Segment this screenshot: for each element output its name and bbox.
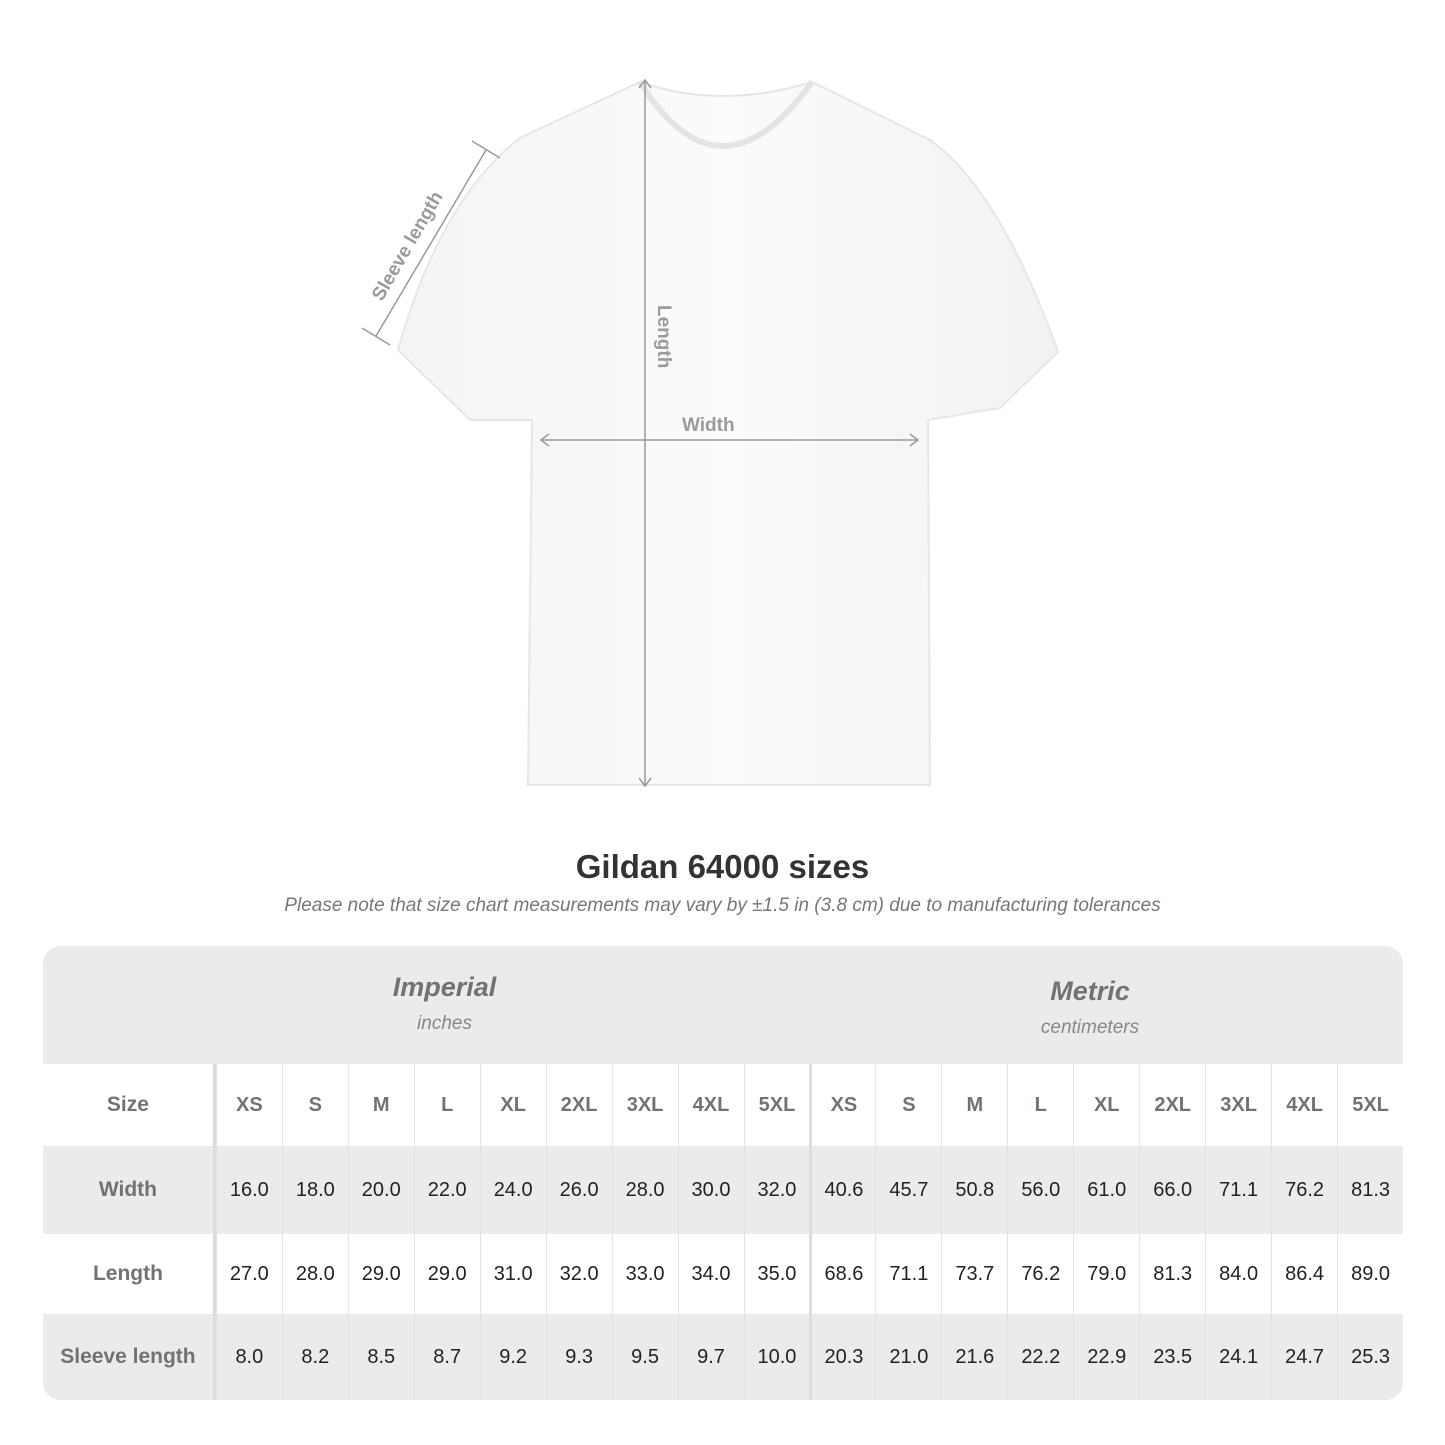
metric-value-cell: 73.7 bbox=[941, 1234, 1007, 1314]
size-header-cell: L bbox=[413, 1064, 480, 1146]
imperial-value-cell: 30.0 bbox=[677, 1146, 744, 1234]
imperial-value-cell: 9.2 bbox=[479, 1314, 546, 1400]
imperial-value-cell: 33.0 bbox=[611, 1234, 678, 1314]
metric-value-cell: 76.2 bbox=[1271, 1146, 1337, 1234]
metric-header: Metric centimeters bbox=[810, 976, 1370, 1039]
metric-value-cell: 45.7 bbox=[875, 1146, 941, 1234]
metric-value-cell: 66.0 bbox=[1139, 1146, 1205, 1234]
row-label: Sleeve length bbox=[43, 1314, 216, 1400]
size-table: Imperial inches Metric centimeters Size X… bbox=[43, 946, 1403, 1400]
metric-value-cell: 86.4 bbox=[1271, 1234, 1337, 1314]
imperial-value-cell: 8.5 bbox=[347, 1314, 414, 1400]
imperial-value-cell: 32.0 bbox=[545, 1234, 612, 1314]
imperial-value-cell: 28.0 bbox=[281, 1234, 348, 1314]
imperial-value-cell: 10.0 bbox=[743, 1314, 810, 1400]
metric-value-cell: 22.9 bbox=[1073, 1314, 1139, 1400]
row-label: Length bbox=[43, 1234, 216, 1314]
collar bbox=[637, 80, 815, 149]
imperial-value-cell: 26.0 bbox=[545, 1146, 612, 1234]
size-header-cell: 3XL bbox=[1205, 1064, 1271, 1146]
imperial-value-cell: 34.0 bbox=[677, 1234, 744, 1314]
metric-value-cell: 40.6 bbox=[809, 1146, 875, 1234]
metric-value-cell: 25.3 bbox=[1337, 1314, 1403, 1400]
imperial-value-cell: 8.0 bbox=[215, 1314, 282, 1400]
length-label: Length bbox=[653, 305, 674, 368]
imperial-value-cell: 9.7 bbox=[677, 1314, 744, 1400]
table-row: Sleeve length 8.0 8.2 8.5 8.7 9.2 9.3 9.5 9.7 10.… bbox=[43, 1314, 1403, 1400]
size-header-cell: 5XL bbox=[743, 1064, 810, 1146]
imperial-value-cell: 8.2 bbox=[281, 1314, 348, 1400]
metric-value-cell: 21.0 bbox=[875, 1314, 941, 1400]
metric-value-cell: 89.0 bbox=[1337, 1234, 1403, 1314]
size-header-cell: 4XL bbox=[677, 1064, 744, 1146]
metric-value-cell: 50.8 bbox=[941, 1146, 1007, 1234]
imperial-value-cell: 9.5 bbox=[611, 1314, 678, 1400]
table-row: Length 27.0 28.0 29.0 29.0 31.0 32.0 33.0 34.0 35… bbox=[43, 1234, 1403, 1314]
imperial-value-cell: 8.7 bbox=[413, 1314, 480, 1400]
metric-value-cell: 23.5 bbox=[1139, 1314, 1205, 1400]
size-header-cell: M bbox=[941, 1064, 1007, 1146]
metric-title: Metric bbox=[1050, 976, 1130, 1006]
width-label: Width bbox=[682, 415, 735, 436]
imperial-value-cell: 16.0 bbox=[215, 1146, 282, 1234]
size-header-cell: 2XL bbox=[545, 1064, 612, 1146]
size-header-cell: 2XL bbox=[1139, 1064, 1205, 1146]
imperial-value-cell: 22.0 bbox=[413, 1146, 480, 1234]
metric-value-cell: 21.6 bbox=[941, 1314, 1007, 1400]
table-row: Width 16.0 18.0 20.0 22.0 24.0 26.0 28.0 30.0 32.… bbox=[43, 1146, 1403, 1234]
size-header-cell: 3XL bbox=[611, 1064, 678, 1146]
imperial-value-cell: 27.0 bbox=[215, 1234, 282, 1314]
page-title: Gildan 64000 sizes bbox=[575, 848, 870, 885]
size-header-cell: 5XL bbox=[1337, 1064, 1403, 1146]
size-header-cell: XS bbox=[809, 1064, 875, 1146]
metric-value-cell: 61.0 bbox=[1073, 1146, 1139, 1234]
metric-value-cell: 24.1 bbox=[1205, 1314, 1271, 1400]
imperial-value-cell: 29.0 bbox=[413, 1234, 480, 1314]
metric-value-cell: 81.3 bbox=[1337, 1146, 1403, 1234]
row-label: Size bbox=[43, 1064, 216, 1146]
imperial-value-cell: 24.0 bbox=[479, 1146, 546, 1234]
size-header-cell: XS bbox=[215, 1064, 282, 1146]
metric-value-cell: 79.0 bbox=[1073, 1234, 1139, 1314]
metric-unit: centimeters bbox=[1040, 1017, 1140, 1038]
measure-lines bbox=[361, 78, 920, 788]
imperial-value-cell: 18.0 bbox=[281, 1146, 348, 1234]
imperial-value-cell: 20.0 bbox=[347, 1146, 414, 1234]
metric-value-cell: 76.2 bbox=[1007, 1234, 1073, 1314]
size-header-cell: S bbox=[875, 1064, 941, 1146]
size-header-cell: S bbox=[281, 1064, 348, 1146]
metric-value-cell: 81.3 bbox=[1139, 1234, 1205, 1314]
imperial-value-cell: 28.0 bbox=[611, 1146, 678, 1234]
size-header-row: Size XS S M L XL 2XL 3XL 4XL 5XL XS S M L XL 2XL 3XL 4XL 5… bbox=[43, 1064, 1403, 1146]
metric-value-cell: 20.3 bbox=[809, 1314, 875, 1400]
metric-value-cell: 71.1 bbox=[1205, 1146, 1271, 1234]
metric-value-cell: 71.1 bbox=[875, 1234, 941, 1314]
imperial-unit: inches bbox=[417, 1013, 472, 1034]
size-header-cell: XL bbox=[1073, 1064, 1139, 1146]
size-header-cell: XL bbox=[479, 1064, 546, 1146]
metric-value-cell: 84.0 bbox=[1205, 1234, 1271, 1314]
size-header-cell: M bbox=[347, 1064, 414, 1146]
metric-value-cell: 56.0 bbox=[1007, 1146, 1073, 1234]
size-header-cell: 4XL bbox=[1271, 1064, 1337, 1146]
tshirt-diagram: Sleeve length Length Width bbox=[361, 78, 1060, 788]
metric-value-cell: 22.2 bbox=[1007, 1314, 1073, 1400]
imperial-value-cell: 35.0 bbox=[743, 1234, 810, 1314]
size-header-cell: L bbox=[1007, 1064, 1073, 1146]
tolerance-note: Please note that size chart measurements… bbox=[284, 895, 1161, 916]
imperial-title: Imperial bbox=[392, 972, 497, 1002]
imperial-value-cell: 9.3 bbox=[545, 1314, 612, 1400]
imperial-header: Imperial inches bbox=[216, 972, 673, 1035]
imperial-value-cell: 32.0 bbox=[743, 1146, 810, 1234]
tshirt-shape bbox=[396, 80, 1060, 786]
imperial-value-cell: 31.0 bbox=[479, 1234, 546, 1314]
metric-value-cell: 68.6 bbox=[809, 1234, 875, 1314]
metric-value-cell: 24.7 bbox=[1271, 1314, 1337, 1400]
row-label: Width bbox=[43, 1146, 216, 1234]
imperial-value-cell: 29.0 bbox=[347, 1234, 414, 1314]
